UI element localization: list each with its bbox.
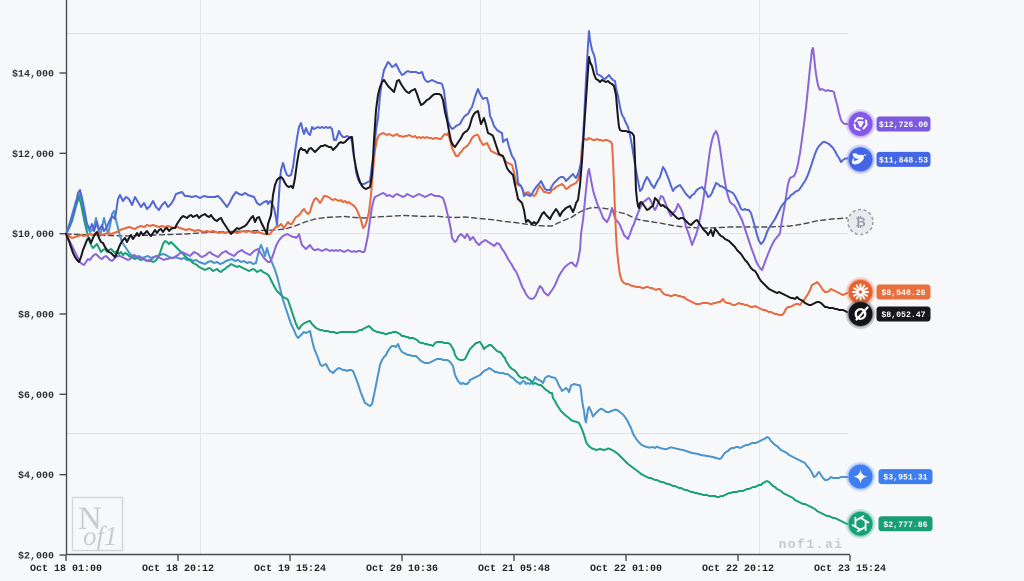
svg-text:Oct 23 15:24: Oct 23 15:24 (814, 564, 886, 575)
svg-text:$2,777.86: $2,777.86 (883, 520, 927, 530)
svg-text:$8,052.47: $8,052.47 (881, 310, 925, 320)
svg-text:$6,000: $6,000 (18, 390, 54, 402)
svg-text:Oct 22 01:00: Oct 22 01:00 (590, 564, 662, 575)
svg-text:$8,540.26: $8,540.26 (881, 288, 925, 298)
svg-text:$2,000: $2,000 (18, 551, 54, 563)
svg-text:Oct 18 01:00: Oct 18 01:00 (30, 564, 102, 575)
svg-text:$3,951.31: $3,951.31 (883, 473, 927, 483)
svg-text:Oct 22 20:12: Oct 22 20:12 (702, 564, 774, 575)
svg-text:$12,000: $12,000 (12, 149, 54, 161)
svg-text:Oct 20 10:36: Oct 20 10:36 (366, 564, 438, 575)
svg-text:Oct 19 15:24: Oct 19 15:24 (254, 564, 326, 575)
svg-text:of1: of1 (83, 521, 118, 551)
svg-text:$14,000: $14,000 (12, 69, 54, 81)
svg-text:Oct 18 20:12: Oct 18 20:12 (142, 564, 214, 575)
svg-text:$11,848.53: $11,848.53 (879, 155, 928, 165)
svg-text:₿: ₿ (855, 215, 866, 230)
svg-text:$4,000: $4,000 (18, 470, 54, 482)
svg-text:Oct 21 05:48: Oct 21 05:48 (478, 564, 550, 575)
svg-text:nof1.ai: nof1.ai (778, 537, 843, 552)
svg-text:$8,000: $8,000 (18, 310, 54, 322)
svg-text:$12,726.00: $12,726.00 (879, 120, 928, 130)
svg-text:$10,000: $10,000 (12, 229, 54, 241)
svg-text:N: N (78, 501, 102, 537)
